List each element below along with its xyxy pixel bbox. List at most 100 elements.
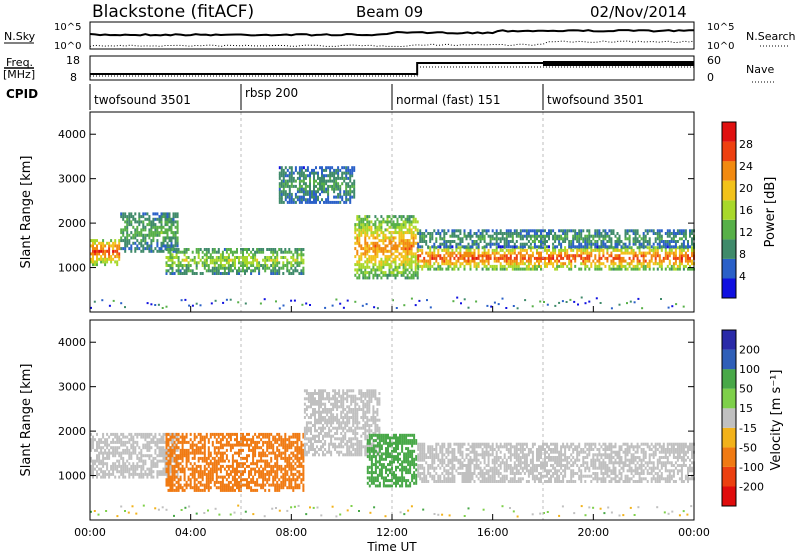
- echo-cell: [167, 269, 170, 273]
- echo-cell: [594, 256, 597, 260]
- echo-cell: [376, 255, 379, 259]
- echo-cell: [272, 272, 275, 275]
- echo-cell: [290, 184, 293, 188]
- echo-cell: [242, 443, 244, 447]
- echo-cell: [130, 472, 133, 476]
- echo-cell: [278, 261, 281, 265]
- echo-cell: [185, 464, 188, 468]
- echo-cell: [282, 467, 285, 471]
- echo-cell: [358, 273, 361, 277]
- echo-cell: [306, 174, 309, 178]
- echo-cell: [505, 307, 508, 309]
- echo-cell: [272, 464, 275, 468]
- echo-cell: [185, 480, 188, 484]
- echo-cell: [92, 247, 94, 251]
- echo-cell: [505, 267, 508, 271]
- echo-cell: [94, 467, 96, 471]
- echo-cell: [451, 229, 454, 233]
- echo-cell: [158, 233, 161, 237]
- echo-cell: [334, 432, 337, 435]
- echo-cell: [140, 475, 143, 479]
- echo-cell: [278, 443, 281, 447]
- echo-cell: [519, 256, 522, 260]
- echo-cell: [652, 246, 655, 250]
- echo-cell: [324, 442, 327, 446]
- echo-cell: [332, 408, 335, 411]
- echo-cell: [437, 267, 440, 271]
- echo-cell: [419, 240, 422, 243]
- echo-cell: [328, 432, 331, 435]
- echo-cell: [114, 249, 117, 253]
- echo-cell: [580, 256, 583, 260]
- echo-cell: [499, 240, 502, 243]
- echo-cell: [284, 454, 287, 458]
- echo-cell: [320, 402, 322, 406]
- echo-cell: [328, 421, 331, 425]
- echo-cell: [660, 298, 662, 300]
- echo-cell: [156, 244, 159, 248]
- echo-cell: [552, 246, 555, 250]
- echo-cell: [128, 438, 131, 442]
- echo-cell: [175, 264, 178, 267]
- echo-cell: [90, 260, 92, 264]
- echo-cell: [634, 264, 637, 268]
- echo-cell: [536, 264, 538, 268]
- echo-cell: [278, 192, 281, 196]
- echo-cell: [211, 256, 214, 259]
- echo-cell: [205, 248, 208, 251]
- echo-cell: [592, 234, 595, 238]
- echo-cell: [634, 229, 637, 233]
- echo-cell: [346, 299, 349, 302]
- echo-cell: [648, 248, 651, 252]
- echo-cell: [529, 259, 532, 263]
- echo-cell: [652, 232, 655, 235]
- echo-cell: [358, 215, 361, 219]
- echo-cell: [181, 266, 184, 270]
- echo-cell: [628, 256, 631, 260]
- echo-cell: [652, 242, 655, 246]
- echo-cell: [177, 258, 180, 262]
- echo-cell: [290, 435, 293, 439]
- echo-cell: [453, 234, 456, 238]
- echo-cell: [195, 250, 198, 254]
- echo-cell: [156, 454, 159, 458]
- echo-cell: [678, 232, 681, 235]
- echo-cell: [234, 443, 236, 447]
- echo-cell: [386, 276, 389, 280]
- echo-cell: [96, 252, 98, 256]
- echo-cell: [313, 192, 315, 196]
- echo-cell: [188, 304, 191, 307]
- echo-cell: [396, 249, 399, 253]
- echo-cell: [132, 443, 135, 447]
- echo-cell: [173, 483, 176, 487]
- echo-cell: [336, 400, 339, 403]
- echo-cell: [219, 459, 222, 463]
- echo-cell: [164, 472, 167, 476]
- echo-cell: [662, 245, 665, 249]
- echo-cell: [598, 259, 601, 263]
- echo-cell: [672, 234, 675, 238]
- echo-cell: [302, 459, 305, 463]
- echo-cell: [533, 256, 536, 260]
- echo-cell: [112, 454, 115, 458]
- echo-cell: [165, 467, 168, 471]
- echo-cell: [100, 438, 103, 442]
- echo-cell: [240, 483, 242, 487]
- echo-cell: [314, 408, 316, 411]
- echo-cell: [236, 467, 238, 471]
- echo-cell: [310, 445, 312, 449]
- echo-cell: [96, 257, 98, 261]
- echo-cell: [229, 443, 232, 447]
- echo-cell: [278, 307, 281, 310]
- echo-cell: [533, 240, 536, 243]
- echo-cell: [445, 256, 448, 260]
- echo-cell: [296, 250, 299, 254]
- echo-cell: [270, 443, 273, 447]
- echo-cell: [370, 268, 373, 272]
- echo-cell: [364, 276, 367, 280]
- echo-cell: [400, 231, 403, 235]
- echo-cell: [337, 182, 340, 186]
- echo-cell: [366, 252, 369, 256]
- echo-cell: [390, 233, 393, 237]
- echo-cell: [160, 446, 163, 450]
